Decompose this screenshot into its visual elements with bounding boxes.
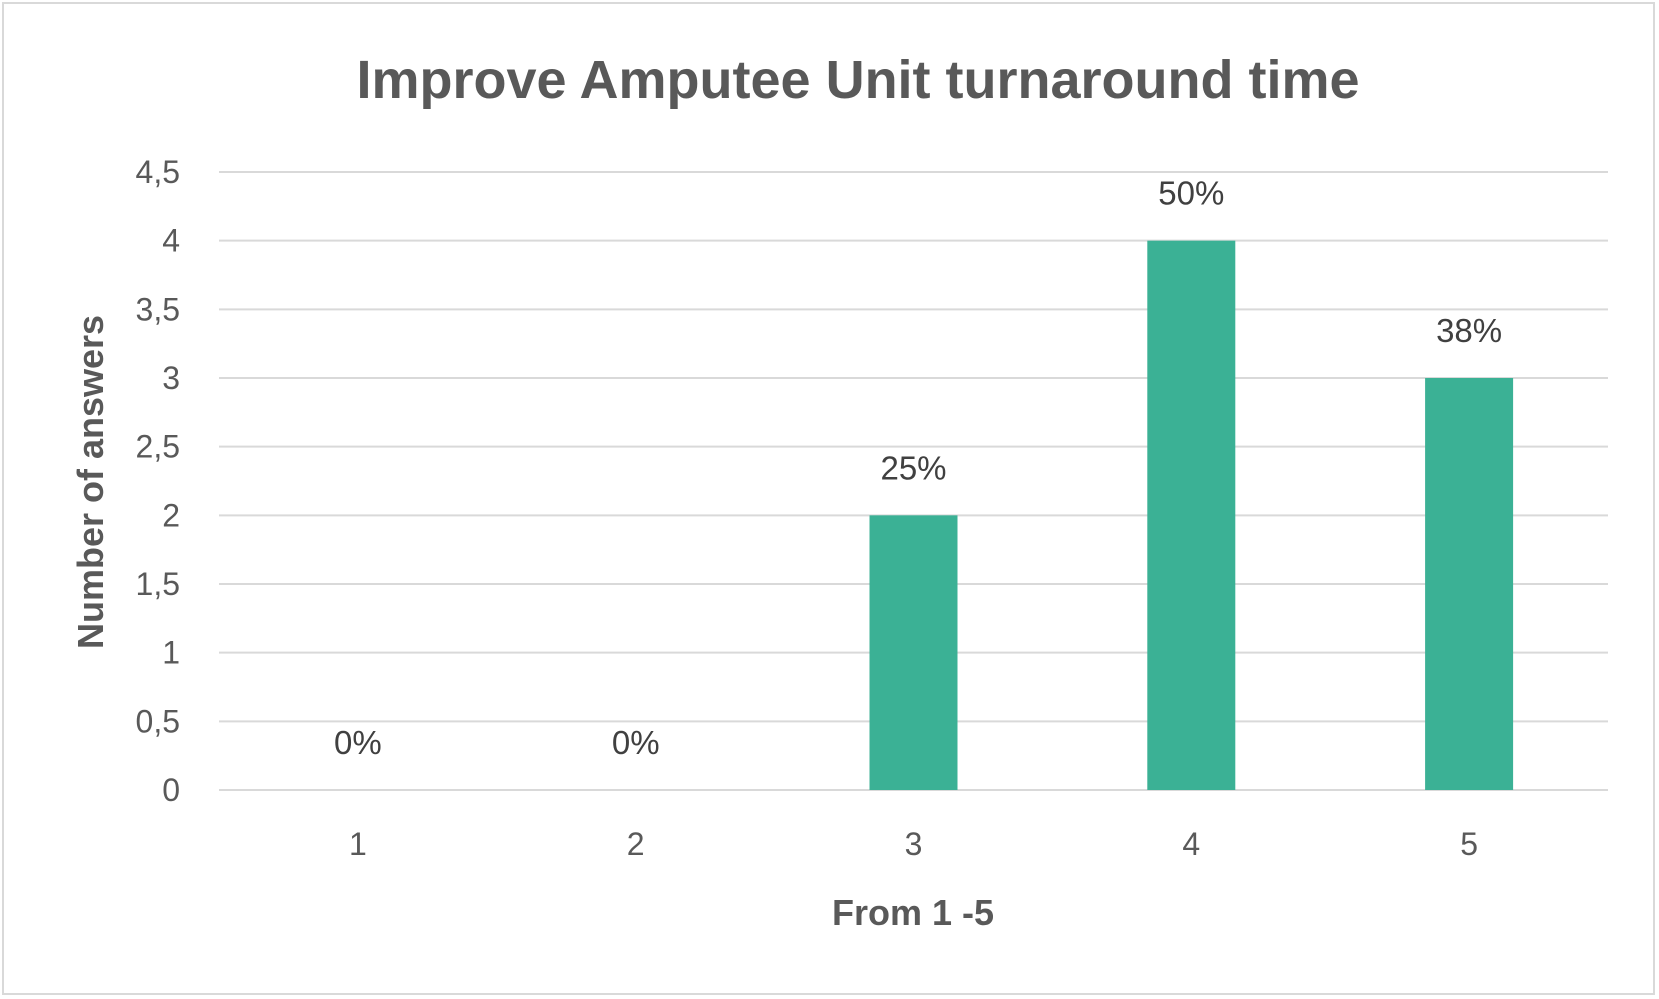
- x-tick-label: 2: [627, 826, 645, 862]
- bars: [869, 240, 1514, 790]
- y-tick-label: 3,5: [136, 291, 180, 327]
- y-axis-title: Number of answers: [70, 315, 111, 649]
- data-labels: 0% 0% 25% 50% 38%: [334, 175, 1502, 761]
- x-tick-label: 5: [1460, 826, 1478, 862]
- data-label: 50%: [1158, 175, 1224, 212]
- x-tick-label: 1: [349, 826, 367, 862]
- data-label: 38%: [1436, 312, 1502, 349]
- x-axis-ticks: 1 2 3 4 5: [349, 826, 1478, 862]
- data-label: 0%: [334, 724, 382, 761]
- y-tick-label: 0: [162, 772, 180, 808]
- x-tick-label: 4: [1182, 826, 1200, 862]
- y-tick-label: 1: [162, 635, 180, 671]
- bar: [869, 515, 958, 790]
- chart-title: Improve Amputee Unit turnaround time: [356, 50, 1359, 110]
- y-tick-label: 4: [162, 223, 180, 259]
- x-axis-title: From 1 -5: [832, 892, 994, 933]
- bar: [1147, 240, 1236, 790]
- data-label: 25%: [880, 449, 946, 486]
- bar: [1425, 378, 1514, 790]
- y-tick-label: 2,5: [136, 429, 180, 465]
- y-tick-label: 4,5: [136, 154, 180, 190]
- data-label: 0%: [612, 724, 660, 761]
- gridlines: [219, 171, 1608, 791]
- y-tick-label: 1,5: [136, 566, 180, 602]
- y-axis-ticks: 0 0,5 1 1,5 2 2,5 3 3,5 4 4,5: [136, 154, 180, 808]
- y-tick-label: 2: [162, 497, 180, 533]
- y-tick-label: 0,5: [136, 703, 180, 739]
- y-tick-label: 3: [162, 360, 180, 396]
- x-tick-label: 3: [905, 826, 923, 862]
